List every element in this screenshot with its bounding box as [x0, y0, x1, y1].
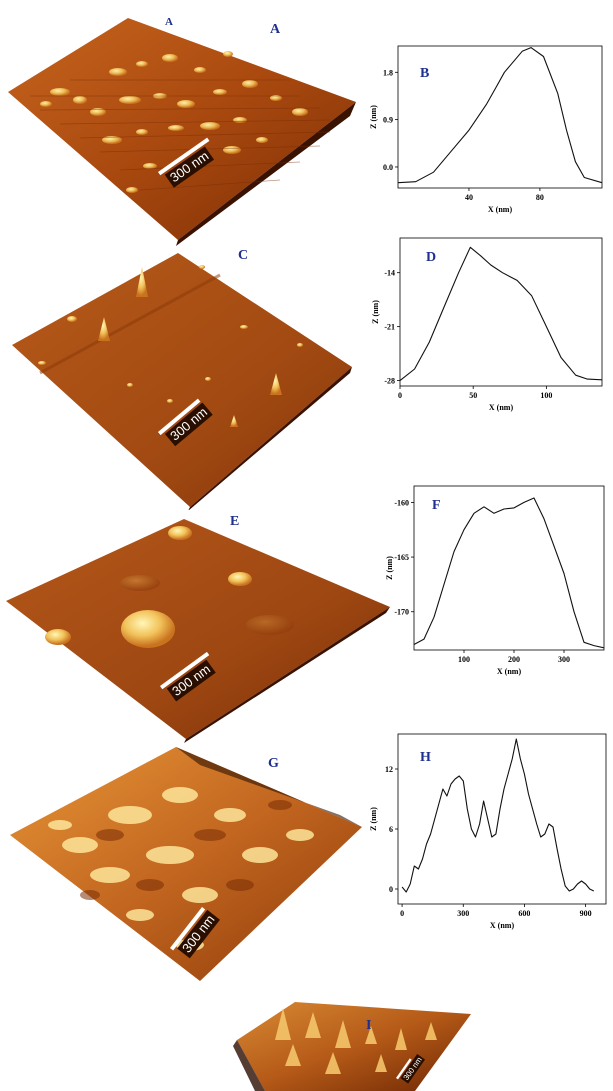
afm-surface — [12, 253, 352, 507]
afm-peaks — [38, 265, 303, 427]
afm-texture — [48, 787, 314, 951]
x-axis-label: X (nm) — [489, 403, 514, 412]
panel-letter-a-small: A — [165, 16, 173, 28]
panel-letter-b: B — [420, 66, 430, 81]
x-axis-label: X (nm) — [488, 205, 513, 214]
y-axis-label: Z (nm) — [371, 300, 380, 324]
y-tick-label: 12 — [385, 765, 393, 774]
afm-texture — [275, 1008, 437, 1074]
y-axis-label: Z (nm) — [385, 556, 394, 580]
afm-particles — [45, 526, 294, 648]
afm-surface — [6, 519, 390, 739]
y-tick-label: -165 — [394, 553, 409, 562]
afm-image-a — [0, 0, 360, 250]
y-tick-label: 0.9 — [383, 116, 393, 125]
x-tick-label: 900 — [580, 909, 592, 918]
panel-letter-e: E — [230, 514, 240, 529]
afm-image-e — [0, 505, 400, 745]
x-tick-label: 0 — [398, 391, 402, 400]
plot-frame — [397, 733, 607, 905]
y-tick-label: -28 — [384, 377, 395, 386]
y-tick-label: 0.0 — [383, 163, 393, 172]
y-axis-label: Z (nm) — [369, 807, 378, 831]
afm-image-g — [0, 745, 370, 985]
panel-letter-d: D — [426, 250, 437, 265]
x-tick-label: 300 — [457, 909, 469, 918]
plot-frame — [413, 485, 605, 651]
panel-letter-a: A — [270, 22, 281, 37]
x-tick-label: 50 — [469, 391, 477, 400]
x-axis-label: X (nm) — [490, 921, 515, 930]
y-tick-label: -14 — [384, 269, 395, 278]
x-tick-label: 300 — [558, 655, 570, 664]
x-tick-label: 600 — [518, 909, 530, 918]
profile-line — [397, 47, 603, 184]
y-tick-label: -170 — [394, 608, 409, 617]
plot-frame — [399, 237, 603, 387]
panel-letter-h: H — [420, 750, 431, 765]
profile-line — [399, 246, 603, 382]
x-tick-label: 100 — [540, 391, 552, 400]
y-tick-label: -21 — [384, 323, 395, 332]
y-tick-label: 6 — [389, 825, 393, 834]
y-tick-label: 1.8 — [383, 68, 393, 77]
profile-line — [413, 497, 605, 649]
panel-letter-c: C — [238, 248, 249, 263]
x-tick-label: 200 — [508, 655, 520, 664]
panel-letter-g: G — [268, 756, 279, 771]
y-axis-label: Z (nm) — [369, 105, 378, 129]
x-axis-label: X (nm) — [497, 667, 522, 676]
y-tick-label: -160 — [394, 498, 409, 507]
panel-letter-f: F — [432, 498, 441, 513]
plot-frame — [397, 45, 603, 189]
panel-letter-i: I — [366, 1018, 372, 1033]
x-tick-label: 100 — [458, 655, 470, 664]
x-tick-label: 80 — [536, 193, 544, 202]
y-tick-label: 0 — [389, 885, 393, 894]
x-tick-label: 40 — [465, 193, 473, 202]
profile-line — [401, 738, 595, 893]
x-tick-label: 0 — [400, 909, 404, 918]
afm-image-c — [0, 245, 360, 510]
